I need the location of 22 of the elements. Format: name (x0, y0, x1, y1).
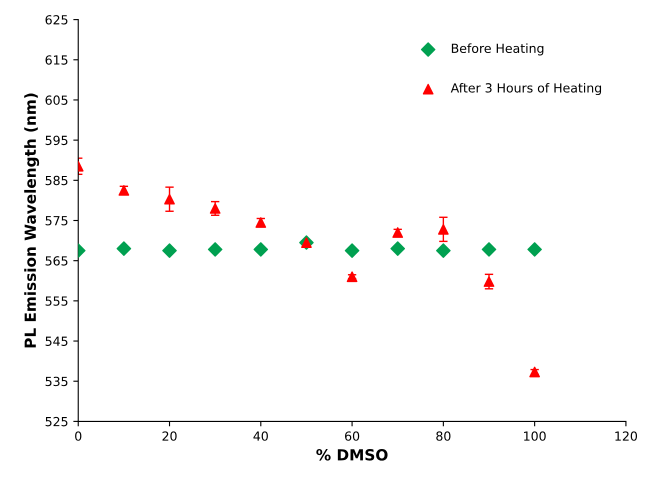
y-tick-label: 525 (46, 416, 68, 426)
y-tick-label: 605 (46, 95, 68, 105)
y-tick-label: 545 (46, 336, 68, 346)
x-tick-label: 80 (436, 431, 450, 441)
y-tick-label: 535 (46, 376, 68, 386)
x-tick-label: 0 (75, 431, 82, 441)
y-tick-label: 565 (46, 256, 68, 266)
y-tick-label: 615 (46, 55, 68, 65)
y-tick-label: 595 (46, 136, 68, 146)
x-tick-label: 60 (345, 431, 360, 441)
y-tick-label: 585 (46, 176, 68, 186)
x-axis-title: % DMSO (316, 449, 388, 461)
legend-label: Before Heating (452, 43, 544, 56)
x-tick-label: 40 (253, 431, 268, 441)
y-axis-title: PL Emission Wavelength (nm) (24, 94, 40, 348)
y-tick-label: 575 (46, 216, 68, 226)
legend-label: After 3 Hours of Heating (450, 82, 602, 96)
y-tick-label: 555 (46, 296, 68, 306)
x-tick-label: 100 (524, 431, 546, 441)
y-tick-label: 625 (46, 15, 68, 25)
x-tick-label: 120 (615, 431, 638, 441)
x-tick-label: 20 (162, 431, 177, 441)
